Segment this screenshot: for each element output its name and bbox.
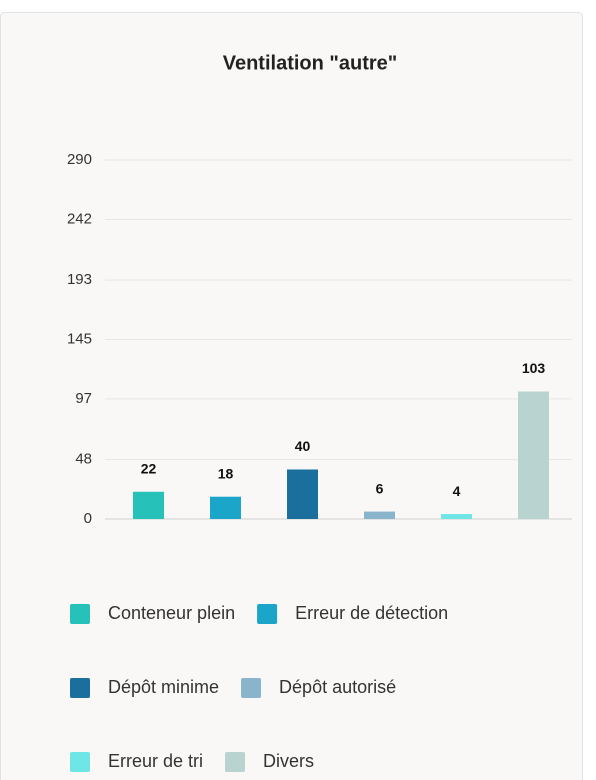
y-tick-label: 0 [84, 510, 92, 527]
bar [210, 496, 241, 519]
bar [287, 469, 318, 519]
legend-label: Dépôt autorisé [279, 677, 396, 697]
legend-swatch [225, 752, 246, 772]
value-label: 40 [295, 438, 311, 454]
chart-title: Ventilation "autre" [223, 52, 398, 74]
y-tick-label: 48 [75, 451, 92, 468]
legend-label: Erreur de détection [295, 603, 448, 623]
legend-label: Divers [263, 751, 314, 771]
legend-swatch [70, 678, 90, 698]
value-label: 22 [141, 460, 157, 476]
value-label: 6 [376, 480, 384, 496]
bar [133, 491, 164, 519]
bar [518, 391, 549, 519]
legend-label: Dépôt minime [108, 677, 219, 697]
y-tick-label: 193 [67, 271, 92, 288]
bar [441, 514, 472, 519]
value-label: 18 [218, 465, 234, 481]
y-tick-label: 97 [75, 390, 92, 407]
legend-label: Conteneur plein [108, 603, 235, 623]
bar [364, 511, 395, 519]
legend-swatch [70, 604, 90, 624]
legend-swatch [241, 678, 262, 698]
y-tick-label: 242 [67, 210, 92, 227]
y-tick-label: 145 [67, 330, 92, 347]
legend-label: Erreur de tri [108, 751, 203, 771]
legend-swatch [70, 752, 90, 772]
legend-swatch [257, 604, 278, 624]
value-label: 4 [453, 483, 461, 499]
value-label: 103 [522, 360, 546, 376]
card [0, 12, 583, 780]
y-tick-label: 290 [67, 151, 92, 168]
